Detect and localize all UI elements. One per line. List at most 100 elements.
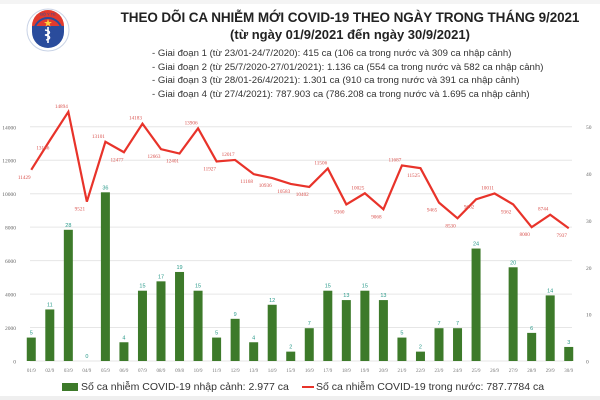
line-value-label: 10402 — [296, 192, 309, 198]
bar-value-label: 13 — [380, 293, 386, 299]
bar-value-label: 28 — [65, 223, 71, 229]
x-axis-tick: 25/9 — [472, 369, 481, 374]
line-value-label: 13101 — [92, 134, 105, 140]
x-axis-tick: 01/9 — [27, 369, 36, 374]
left-axis-tick: 12000 — [2, 159, 16, 165]
bar-value-label: 7 — [437, 321, 440, 327]
x-axis-tick: 19/9 — [360, 369, 369, 374]
x-axis-tick: 28/9 — [527, 369, 536, 374]
bar-value-label: 0 — [85, 354, 88, 360]
imported-cases-bar — [545, 295, 555, 361]
line-value-label: 8000 — [519, 232, 530, 238]
bar-value-label: 15 — [195, 284, 201, 290]
imported-cases-bar — [378, 300, 388, 361]
right-axis-tick: 40 — [586, 172, 592, 178]
right-axis-tick: 50 — [586, 125, 592, 131]
line-value-label: 9662 — [464, 204, 475, 210]
line-value-label: 11927 — [203, 166, 216, 172]
line-value-label: 9360 — [334, 209, 345, 215]
bar-value-label: 36 — [102, 185, 108, 191]
line-value-label: 12477 — [110, 157, 123, 163]
right-axis-tick: 20 — [586, 266, 592, 272]
domestic-cases-line — [30, 108, 570, 230]
bar-value-label: 3 — [567, 340, 570, 346]
bar-value-label: 15 — [362, 284, 368, 290]
imported-cases-bar — [119, 342, 129, 361]
left-axis-tick: 2000 — [5, 326, 16, 332]
ministry-of-health-logo-icon: BỘ Y TẾ — [26, 8, 70, 52]
chart-subtitle: (từ ngày 01/9/2021 đến ngày 30/9/2021) — [230, 27, 470, 42]
x-axis-tick: 29/9 — [546, 369, 555, 374]
left-axis-tick: 0 — [13, 360, 16, 366]
bar-value-label: 2 — [289, 345, 292, 351]
bar-value-label: 6 — [530, 326, 533, 332]
imported-cases-bar — [415, 351, 425, 361]
bar-value-label: 24 — [473, 242, 479, 248]
stage-3-summary: - Giai đoạn 3 (từ 28/01-26/4/2021): 1.30… — [152, 75, 520, 87]
x-axis-tick: 08/9 — [157, 369, 166, 374]
stage-summary-list: - Giai đoạn 1 (từ 23/01-24/7/2020): 415 … — [152, 47, 543, 101]
imported-cases-bar — [471, 248, 481, 361]
x-axis-tick: 04/9 — [82, 369, 91, 374]
line-value-label: 13906 — [185, 120, 198, 126]
bar-value-label: 20 — [510, 260, 516, 266]
imported-cases-bar — [45, 309, 55, 361]
bar-value-label: 7 — [308, 321, 311, 327]
line-value-label: 8744 — [538, 207, 549, 213]
x-axis-tick: 05/9 — [101, 369, 110, 374]
left-axis-tick: 10000 — [2, 192, 16, 198]
svg-text:BỘ Y TẾ: BỘ Y TẾ — [40, 12, 56, 17]
imported-cases-bar — [508, 267, 518, 361]
x-axis-tick: 12/9 — [231, 369, 240, 374]
line-value-label: 10025 — [351, 185, 364, 191]
imported-cases-bar — [100, 192, 110, 361]
imported-cases-bar — [156, 281, 166, 361]
x-axis-tick: 23/9 — [435, 369, 444, 374]
imported-cases-bar — [286, 351, 296, 361]
left-axis-tick: 14000 — [2, 125, 16, 131]
stage-4-summary: - Giai đoạn 4 (từ 27/4/2021): 787.903 ca… — [152, 88, 530, 100]
bar-value-label: 2 — [419, 345, 422, 351]
imported-cases-bar — [434, 328, 444, 361]
bar-value-label: 17 — [158, 274, 164, 280]
bar-value-label: 5 — [215, 331, 218, 337]
imported-cases-bar — [230, 318, 240, 361]
bar-value-label: 5 — [400, 331, 403, 337]
x-axis-tick: 15/9 — [286, 369, 295, 374]
line-value-label: 13186 — [36, 145, 49, 151]
stage-1-summary: - Giai đoạn 1 (từ 23/01-24/7/2020): 415 … — [152, 48, 512, 59]
imported-cases-bar — [360, 290, 370, 361]
x-axis-tick: 16/9 — [305, 369, 314, 374]
imported-cases-bar — [63, 229, 73, 361]
legend-imported-label: Số ca nhiễm COVID-19 nhập cảnh: 2.977 ca — [81, 381, 289, 393]
line-value-label: 7937 — [557, 233, 568, 239]
line-value-label: 9068 — [371, 214, 382, 220]
x-axis-tick: 06/9 — [119, 369, 128, 374]
line-value-label: 11687 — [389, 157, 402, 163]
bar-value-label: 7 — [456, 321, 459, 327]
line-value-label: 12401 — [166, 159, 179, 165]
imported-cases-bar — [453, 328, 463, 361]
legend-domestic-label: Số ca nhiễm COVID-19 trong nước: 787.778… — [316, 381, 545, 393]
line-value-label: 11525 — [407, 173, 420, 179]
line-value-label: 9362 — [501, 209, 512, 215]
line-value-label: 8530 — [445, 223, 456, 229]
right-axis-tick: 10 — [586, 313, 592, 319]
imported-cases-bar — [175, 271, 185, 361]
line-value-label: 9521 — [75, 207, 86, 213]
bar-value-label: 9 — [234, 312, 237, 318]
imported-cases-bar — [323, 290, 333, 361]
line-value-label: 10011 — [481, 186, 494, 192]
x-axis-tick: 21/9 — [397, 369, 406, 374]
line-value-label: 11429 — [18, 175, 31, 181]
line-value-label: 10583 — [277, 189, 290, 195]
imported-cases-bar — [564, 346, 574, 361]
line-value-label: 14183 — [129, 116, 142, 122]
x-axis-tick: 07/9 — [138, 369, 147, 374]
x-axis-tick: 22/9 — [416, 369, 425, 374]
x-axis-tick: 14/9 — [268, 369, 277, 374]
stage-2-summary: - Giai đoạn 2 (từ 25/7/2020-27/01/2021):… — [152, 61, 544, 73]
bar-value-label: 15 — [325, 284, 331, 290]
imported-cases-bar — [26, 337, 36, 361]
